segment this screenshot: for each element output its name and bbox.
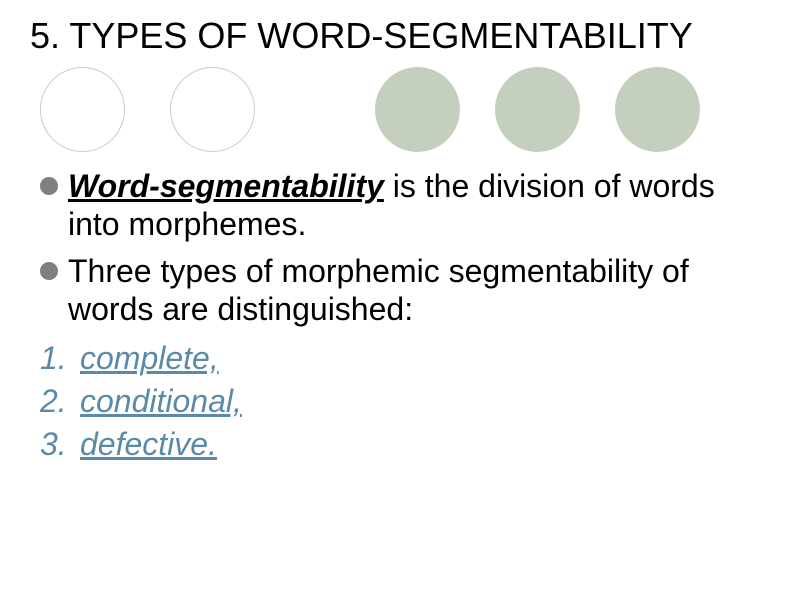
bullet-text-1: Word-segmentability is the division of w… — [68, 167, 770, 244]
circle-1 — [40, 67, 125, 152]
bullet-dot-icon — [40, 177, 58, 195]
content-area: Word-segmentability is the division of w… — [0, 152, 800, 486]
circle-5 — [615, 67, 700, 152]
types-list: 1.complete, 2.conditional, 3.defective. — [40, 337, 770, 467]
list-number-2: 2. — [40, 380, 80, 423]
circle-4 — [495, 67, 580, 152]
decorative-circles — [0, 67, 800, 152]
list-item-complete: 1.complete, — [40, 337, 770, 380]
circle-2 — [170, 67, 255, 152]
list-text-conditional: conditional, — [80, 383, 242, 419]
bullet-item-1: Word-segmentability is the division of w… — [40, 167, 770, 244]
term-word-segmentability: Word-segmentability — [68, 168, 384, 204]
list-number-1: 1. — [40, 337, 80, 380]
list-item-conditional: 2.conditional, — [40, 380, 770, 423]
bullet-item-2: Three types of morphemic segmentability … — [40, 252, 770, 329]
list-number-3: 3. — [40, 423, 80, 466]
list-text-defective: defective. — [80, 426, 217, 462]
bullet-text-2: Three types of morphemic segmentability … — [68, 252, 770, 329]
bullet-dot-icon — [40, 262, 58, 280]
list-item-defective: 3.defective. — [40, 423, 770, 466]
list-text-complete: complete, — [80, 340, 219, 376]
circle-3 — [375, 67, 460, 152]
slide-title: 5. TYPES OF WORD-SEGMENTABILITY — [0, 0, 800, 67]
